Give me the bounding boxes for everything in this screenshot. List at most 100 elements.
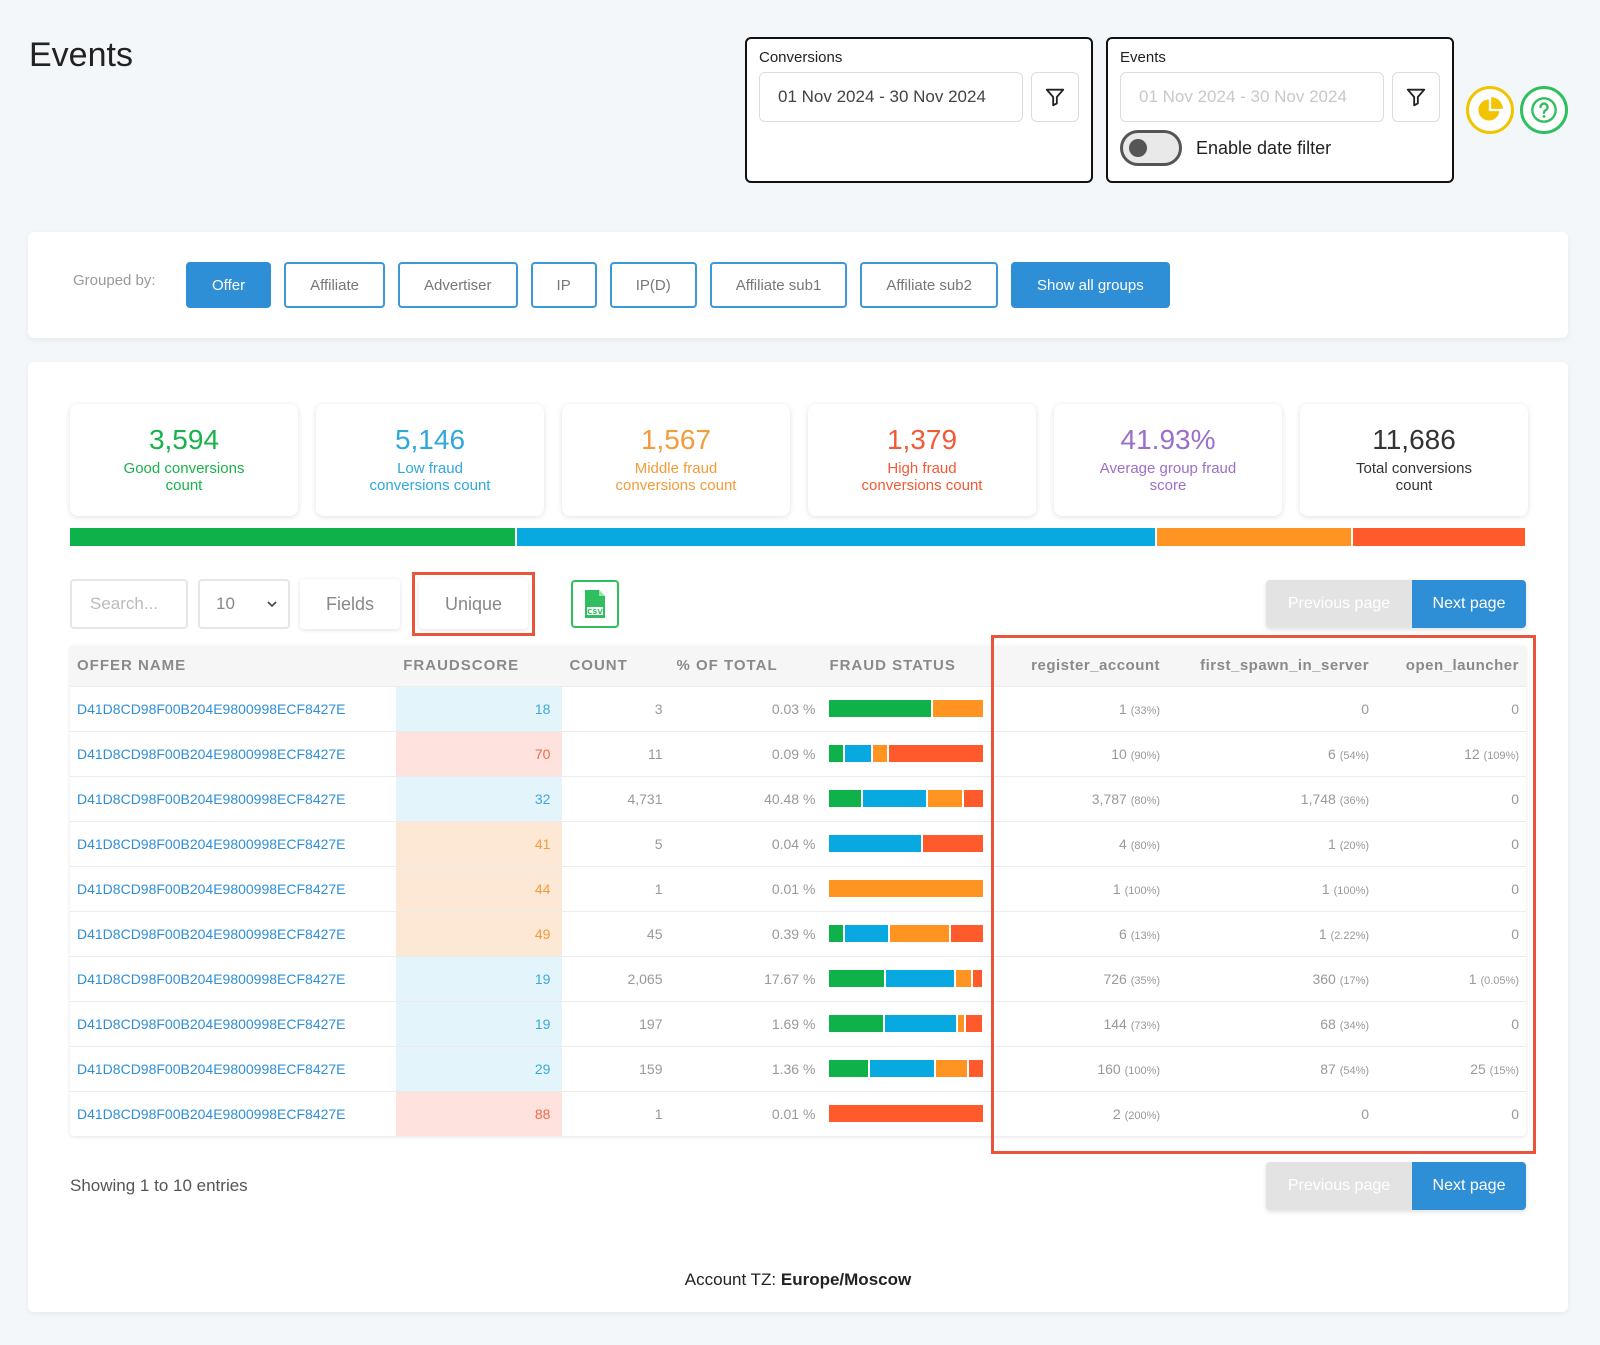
column-header[interactable]: OFFER NAME xyxy=(70,646,397,686)
fraud-status-cell xyxy=(822,865,996,911)
first-spawn-cell: 0 xyxy=(1167,685,1377,731)
fraud-status-segment xyxy=(829,835,921,852)
next-page-button[interactable]: Next page xyxy=(1412,1162,1526,1210)
group-button-offer[interactable]: Offer xyxy=(186,262,272,308)
column-header[interactable]: open_launcher xyxy=(1376,646,1526,686)
fraud-status-segment xyxy=(968,1060,984,1077)
fraud-status-segment xyxy=(956,970,972,987)
event-count: 144 xyxy=(1103,1015,1127,1032)
previous-page-button[interactable]: Previous page xyxy=(1266,580,1412,628)
table-row[interactable]: D41D8CD98F00B204E9800998ECF8427E 44 1 0.01 … xyxy=(70,865,1526,911)
conversions-filter-button[interactable] xyxy=(1031,72,1079,122)
table-row[interactable]: D41D8CD98F00B204E9800998ECF8427E 19 197 1.6… xyxy=(70,1000,1526,1046)
count-cell: 1 xyxy=(562,1090,670,1136)
offer-name-link[interactable]: D41D8CD98F00B204E9800998ECF8427E xyxy=(70,1090,397,1136)
open-launcher-cell: 0 xyxy=(1376,910,1526,956)
previous-page-button[interactable]: Previous page xyxy=(1266,1162,1412,1210)
event-percent: (13%) xyxy=(1130,929,1161,942)
group-button-ip-d-[interactable]: IP(D) xyxy=(609,262,697,308)
column-header[interactable]: COUNT xyxy=(562,646,670,686)
offer-name-link[interactable]: D41D8CD98F00B204E9800998ECF8427E xyxy=(70,775,397,821)
first-spawn-cell: 1,748 (36%) xyxy=(1167,775,1377,821)
fraud-status-bar xyxy=(829,835,984,852)
group-button-advertiser[interactable]: Advertiser xyxy=(398,262,518,308)
count-cell: 197 xyxy=(562,1000,670,1046)
group-button-show-all-groups[interactable]: Show all groups xyxy=(1010,262,1170,308)
offer-name-link[interactable]: D41D8CD98F00B204E9800998ECF8427E xyxy=(70,955,397,1001)
fraud-status-segment xyxy=(844,745,872,762)
offer-name-link[interactable]: D41D8CD98F00B204E9800998ECF8427E xyxy=(70,865,397,911)
stat-card: 5,146 Low fraud conversions count xyxy=(316,404,544,516)
fraud-status-segment xyxy=(950,925,984,942)
enable-date-filter-toggle[interactable] xyxy=(1120,130,1182,166)
percent-of-total-cell: 17.67 % xyxy=(669,955,823,1001)
stat-label: High fraud conversions count xyxy=(861,460,983,494)
pagination-bottom: Previous page Next page xyxy=(1266,1162,1526,1210)
event-count: 0 xyxy=(1511,1015,1519,1032)
event-count: 1 xyxy=(1112,880,1121,897)
table-row[interactable]: D41D8CD98F00B204E9800998ECF8427E 41 5 0.04 … xyxy=(70,820,1526,866)
fraud-status-bar xyxy=(829,790,984,807)
event-percent: (73%) xyxy=(1130,1019,1161,1032)
register-account-cell: 144 (73%) xyxy=(995,1000,1168,1046)
fraud-status-bar xyxy=(829,1015,983,1032)
account-timezone: Account TZ: Europe/Moscow xyxy=(28,1270,1568,1290)
page-size-select[interactable]: 10 xyxy=(198,579,290,629)
column-header[interactable]: % OF TOTAL xyxy=(669,646,823,686)
conversions-filter-panel: Conversions 01 Nov 2024 - 30 Nov 2024 xyxy=(745,37,1093,183)
group-button-affiliate-sub2[interactable]: Affiliate sub2 xyxy=(860,262,998,308)
fraudscore-cell: 32 xyxy=(396,775,563,821)
group-button-affiliate[interactable]: Affiliate xyxy=(284,262,385,308)
table-row[interactable]: D41D8CD98F00B204E9800998ECF8427E 29 159 1.3… xyxy=(70,1045,1526,1091)
pie-chart-button[interactable] xyxy=(1466,86,1514,134)
fraud-status-cell xyxy=(822,685,996,731)
table-row[interactable]: D41D8CD98F00B204E9800998ECF8427E 49 45 0.39… xyxy=(70,910,1526,956)
offer-name-link[interactable]: D41D8CD98F00B204E9800998ECF8427E xyxy=(70,820,397,866)
column-header[interactable]: FRAUD STATUS xyxy=(822,646,996,686)
unique-button[interactable]: Unique xyxy=(419,579,529,629)
register-account-cell: 2 (200%) xyxy=(995,1090,1168,1136)
table-row[interactable]: D41D8CD98F00B204E9800998ECF8427E 19 2,065 1… xyxy=(70,955,1526,1001)
conversions-date-range-input[interactable]: 01 Nov 2024 - 30 Nov 2024 xyxy=(759,72,1023,122)
event-percent: (36%) xyxy=(1339,794,1370,807)
count-cell: 11 xyxy=(562,730,670,776)
help-button[interactable] xyxy=(1520,86,1568,134)
fraudscore-cell: 18 xyxy=(396,685,563,731)
events-filter-panel: Events 01 Nov 2024 - 30 Nov 2024 Enable … xyxy=(1106,37,1454,183)
offer-name-link[interactable]: D41D8CD98F00B204E9800998ECF8427E xyxy=(70,730,397,776)
offer-name-link[interactable]: D41D8CD98F00B204E9800998ECF8427E xyxy=(70,1000,397,1046)
offer-name-link[interactable]: D41D8CD98F00B204E9800998ECF8427E xyxy=(70,1045,397,1091)
fraud-status-bar xyxy=(829,970,983,987)
fields-button[interactable]: Fields xyxy=(300,579,401,629)
events-date-range-input[interactable]: 01 Nov 2024 - 30 Nov 2024 xyxy=(1120,72,1384,122)
event-percent: (33%) xyxy=(1130,704,1161,717)
next-page-button[interactable]: Next page xyxy=(1412,580,1526,628)
question-icon xyxy=(1531,97,1557,123)
csv-file-icon: CSV xyxy=(585,590,606,618)
table-row[interactable]: D41D8CD98F00B204E9800998ECF8427E 18 3 0.03 … xyxy=(70,685,1526,731)
event-count: 10 xyxy=(1111,745,1127,762)
column-header[interactable]: first_spawn_in_server xyxy=(1167,646,1377,686)
fraud-status-segment xyxy=(886,970,955,987)
column-header[interactable]: FRAUDSCORE xyxy=(396,646,563,686)
event-percent: (80%) xyxy=(1130,794,1161,807)
table-row[interactable]: D41D8CD98F00B204E9800998ECF8427E 88 1 0.01 … xyxy=(70,1090,1526,1136)
events-table: OFFER NAME FRAUDSCORE COUNT % OF TOTAL F… xyxy=(70,646,1526,1136)
fraud-status-segment xyxy=(957,1015,964,1032)
fraud-status-segment xyxy=(888,745,984,762)
group-button-ip[interactable]: IP xyxy=(530,262,597,308)
csv-export-button[interactable]: CSV xyxy=(571,580,620,628)
events-filter-button[interactable] xyxy=(1392,72,1440,122)
open-launcher-cell: 0 xyxy=(1376,685,1526,731)
percent-of-total-cell: 0.01 % xyxy=(669,1090,823,1136)
group-button-affiliate-sub1[interactable]: Affiliate sub1 xyxy=(709,262,848,308)
column-header[interactable]: register_account xyxy=(995,646,1168,686)
table-row[interactable]: D41D8CD98F00B204E9800998ECF8427E 32 4,731 4… xyxy=(70,775,1526,821)
offer-name-link[interactable]: D41D8CD98F00B204E9800998ECF8427E xyxy=(70,910,397,956)
table-row[interactable]: D41D8CD98F00B204E9800998ECF8427E 70 11 0.09… xyxy=(70,730,1526,776)
search-input[interactable]: Search... xyxy=(70,579,188,629)
fraud-status-segment xyxy=(829,745,843,762)
stat-label: Good conversions count xyxy=(123,460,245,494)
event-percent: (109%) xyxy=(1483,749,1519,762)
offer-name-link[interactable]: D41D8CD98F00B204E9800998ECF8427E xyxy=(70,685,397,731)
